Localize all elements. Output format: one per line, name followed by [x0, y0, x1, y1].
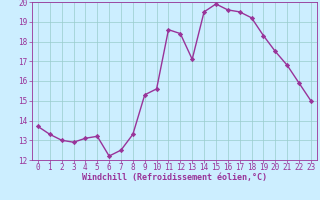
X-axis label: Windchill (Refroidissement éolien,°C): Windchill (Refroidissement éolien,°C) [82, 173, 267, 182]
